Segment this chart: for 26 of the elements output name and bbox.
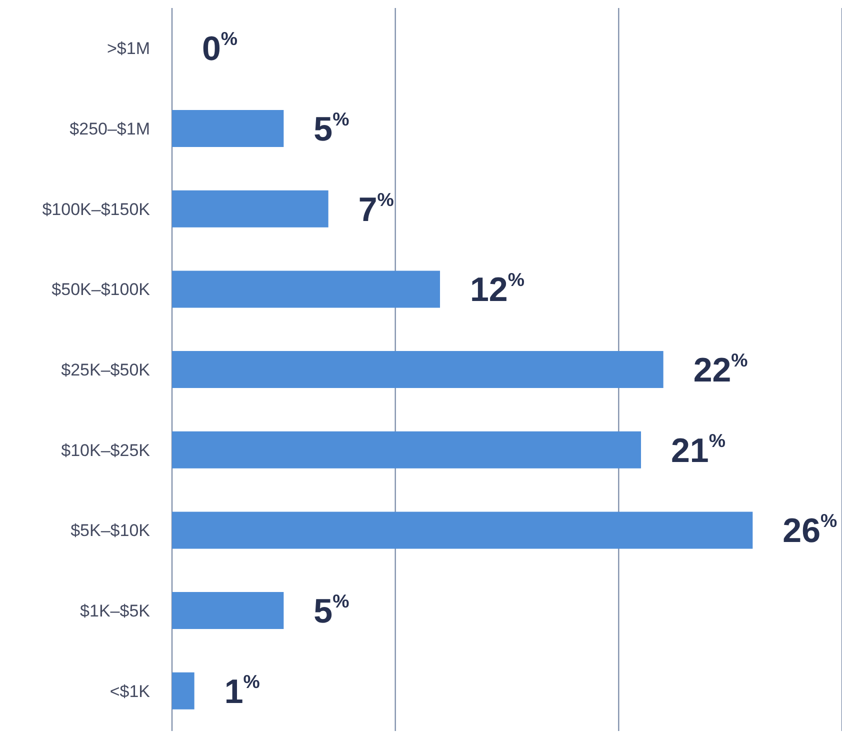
bar <box>172 672 194 710</box>
bar <box>172 431 641 468</box>
y-tick-label: $5K–$10K <box>70 521 151 540</box>
y-tick-label: $1K–$5K <box>80 602 151 621</box>
y-tick-label: $25K–$50K <box>61 360 151 380</box>
bar <box>172 110 284 148</box>
data-label: 7$^{%}$ <box>358 188 394 229</box>
data-label: 5$^{%}$ <box>314 590 350 630</box>
y-tick-label: $10K–$25K <box>61 440 151 460</box>
bar <box>172 190 328 228</box>
y-tick-label: $100K–$150K <box>42 200 151 219</box>
data-label: 5$^{%}$ <box>314 108 350 148</box>
bar <box>172 270 440 308</box>
bar <box>172 592 284 630</box>
data-label: 0$^{%}$ <box>202 28 238 68</box>
y-tick-label: $50K–$100K <box>52 280 151 300</box>
data-label: 12$^{%}$ <box>470 268 525 310</box>
bar <box>172 512 753 549</box>
y-tick-label: <$1K <box>110 682 151 701</box>
y-tick-label: >$1M <box>107 39 150 58</box>
data-label: 21$^{%}$ <box>671 430 726 470</box>
bar <box>172 351 664 388</box>
data-label: 22$^{%}$ <box>693 349 748 390</box>
data-label: 26$^{%}$ <box>782 510 838 550</box>
data-label: 1$^{%}$ <box>224 670 260 711</box>
y-tick-label: $250–$1M <box>70 120 150 139</box>
